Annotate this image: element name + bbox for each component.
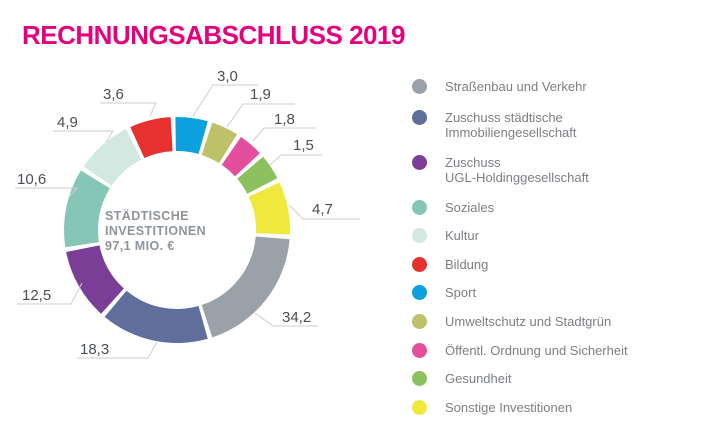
chart-center-label: STÄDTISCHE INVESTITIONEN 97,1 MIO. € (105, 208, 206, 253)
donut-segment-stra-enbau-und-verkehr (201, 236, 290, 338)
leader-line-umweltschutz-und-stadtgr-n (226, 103, 295, 128)
legend-label-zuschuss-ugl-holdinggesellschaft: Zuschuss UGL-Holdinggesellschaft (445, 155, 589, 185)
legend-color-dot-zuschuss-st-dtische-immobiliengesellschaft (412, 110, 427, 125)
legend-color-dot-bildung (412, 257, 427, 272)
donut-segment-kultur (83, 129, 142, 186)
legend-label-soziales: Soziales (445, 200, 495, 215)
leader-line-sonstige-investitionen (288, 204, 360, 220)
leader-line-sport (192, 84, 258, 117)
value-label-gesundheit: 1,5 (293, 137, 314, 154)
donut-segment-zuschuss-ugl-holdinggesellschaft (66, 245, 124, 314)
legend-label-zuschuss-st-dtische-immobiliengesellschaft: Zuschuss städtische Immobiliengesellschaf… (445, 110, 577, 140)
legend-color-dot-soziales (412, 200, 427, 215)
legend-item-umweltschutz-und-stadtgr-n: Umweltschutz und Stadtgrün (412, 314, 611, 329)
value-label-umweltschutz-und-stadtgr-n: 1,9 (250, 86, 271, 103)
legend-item-ffentl-ordnung-und-sicherheit: Öffentl. Ordnung und Sicherheit (412, 343, 628, 358)
legend-item-soziales: Soziales (412, 200, 494, 215)
donut-segment-soziales (63, 170, 110, 248)
legend-label-umweltschutz-und-stadtgr-n: Umweltschutz und Stadtgrün (445, 314, 612, 329)
leader-line-zuschuss-st-dtische-immobiliengesellschaft (77, 341, 158, 359)
donut-segment-sonstige-investitionen (248, 182, 291, 235)
legend-item-zuschuss-st-dtische-immobiliengesellschaft: Zuschuss städtische Immobiliengesellschaf… (412, 110, 577, 140)
leader-line-stra-enbau-und-verkehr (254, 312, 318, 327)
legend-label-bildung: Bildung (445, 257, 489, 272)
legend-color-dot-sonstige-investitionen (412, 400, 427, 415)
legend: Straßenbau und Verkehr Zuschuss städtisch… (412, 0, 712, 432)
leader-line-zuschuss-ugl-holdinggesellschaft (17, 282, 83, 305)
leader-line-gesundheit (269, 154, 322, 166)
value-label-zuschuss-ugl-holdinggesellschaft: 12,5 (22, 287, 51, 304)
leader-line-bildung (100, 102, 157, 117)
page-title: RECHNUNGSABSCHLUSS 2019 (22, 20, 405, 50)
donut-segment-zuschuss-st-dtische-immobiliengesellschaft (104, 290, 208, 344)
value-label-sport: 3,0 (217, 68, 238, 85)
legend-label-sonstige-investitionen: Sonstige Investitionen (445, 400, 573, 415)
legend-color-dot-umweltschutz-und-stadtgr-n (412, 314, 427, 329)
legend-color-dot-sport (412, 285, 427, 300)
legend-color-dot-zuschuss-ugl-holdinggesellschaft (412, 155, 427, 170)
legend-item-zuschuss-ugl-holdinggesellschaft: Zuschuss UGL-Holdinggesellschaft (412, 155, 589, 185)
donut-segment-umweltschutz-und-stadtgr-n (201, 122, 238, 164)
value-label-ffentl-ordnung-und-sicherheit: 1,8 (274, 111, 295, 128)
legend-label-kultur: Kultur (445, 228, 479, 243)
donut-segment-gesundheit (237, 156, 278, 194)
donut-segment-bildung (130, 117, 173, 159)
donut-segment-ffentl-ordnung-und-sicherheit (221, 136, 260, 177)
legend-color-dot-kultur (412, 228, 427, 243)
leader-line-ffentl-ordnung-und-sicherheit (252, 127, 316, 142)
donut-segment-sport (175, 116, 208, 154)
legend-label-ffentl-ordnung-und-sicherheit: Öffentl. Ordnung und Sicherheit (445, 343, 628, 358)
value-label-sonstige-investitionen: 4,7 (312, 201, 333, 218)
legend-color-dot-stra-enbau-und-verkehr (412, 79, 427, 94)
legend-item-gesundheit: Gesundheit (412, 371, 512, 386)
legend-label-sport: Sport (445, 285, 477, 300)
value-label-kultur: 4,9 (57, 114, 78, 131)
legend-label-stra-enbau-und-verkehr: Straßenbau und Verkehr (445, 79, 587, 94)
legend-item-sonstige-investitionen: Sonstige Investitionen (412, 400, 572, 415)
legend-item-sport: Sport (412, 285, 476, 300)
legend-item-stra-enbau-und-verkehr: Straßenbau und Verkehr (412, 79, 587, 94)
legend-item-kultur: Kultur (412, 228, 479, 243)
value-label-soziales: 10,6 (17, 171, 46, 188)
legend-item-bildung: Bildung (412, 257, 488, 272)
value-label-zuschuss-st-dtische-immobiliengesellschaft: 18,3 (80, 341, 109, 358)
legend-color-dot-ffentl-ordnung-und-sicherheit (412, 343, 427, 358)
leader-line-kultur (53, 130, 114, 143)
value-label-bildung: 3,6 (103, 86, 124, 103)
leader-line-soziales (15, 187, 79, 198)
legend-color-dot-gesundheit (412, 371, 427, 386)
value-label-stra-enbau-und-verkehr: 34,2 (282, 309, 311, 326)
donut-chart: 34,2 18,3 12,5 10,6 4,9 3,6 3,0 1,91,8 1,5 4,7 STÄ… (15, 68, 360, 359)
legend-label-gesundheit: Gesundheit (445, 371, 512, 386)
